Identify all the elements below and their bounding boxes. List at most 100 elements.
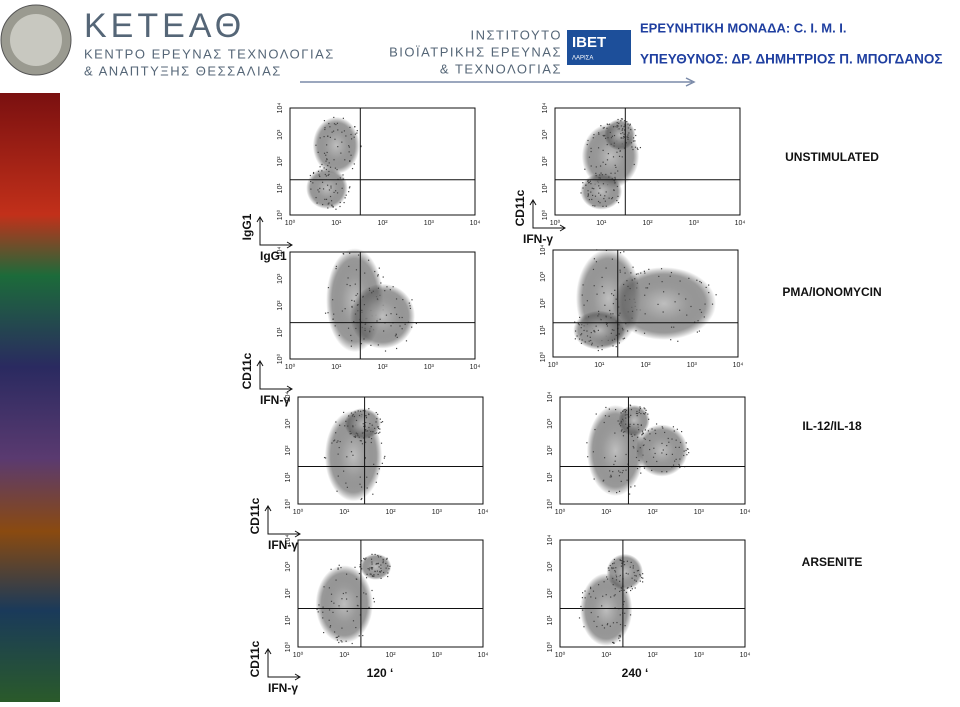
event-dot bbox=[630, 414, 632, 417]
event-dot bbox=[644, 313, 646, 315]
event-dot bbox=[361, 568, 363, 570]
event-dot bbox=[584, 168, 586, 170]
event-dot bbox=[624, 414, 626, 416]
event-dot bbox=[370, 326, 372, 328]
event-dot bbox=[408, 302, 410, 304]
event-dot bbox=[630, 561, 632, 564]
condition-label: IL-12/IL-18 bbox=[802, 419, 862, 433]
event-dot bbox=[635, 273, 638, 275]
event-dot bbox=[700, 311, 703, 313]
event-dot bbox=[641, 430, 643, 432]
event-dot bbox=[355, 294, 357, 297]
x-tick-label: 10³ bbox=[694, 652, 705, 659]
event-dot bbox=[644, 294, 646, 296]
y-tick-label: 10³ bbox=[285, 418, 292, 429]
event-dot bbox=[377, 287, 380, 289]
event-dot bbox=[324, 127, 326, 129]
y-tick-label: 10⁴ bbox=[285, 392, 292, 403]
time-label: 120 ‘ bbox=[367, 666, 394, 680]
event-dot bbox=[325, 175, 327, 177]
event-dot bbox=[337, 567, 339, 569]
event-dot bbox=[337, 475, 339, 477]
event-dot bbox=[633, 163, 635, 166]
event-dot bbox=[634, 485, 636, 487]
event-dot bbox=[342, 470, 345, 472]
event-dot bbox=[629, 124, 631, 126]
event-dot bbox=[375, 411, 377, 414]
event-dot bbox=[616, 491, 618, 494]
event-dot bbox=[700, 282, 702, 284]
event-dot bbox=[662, 311, 664, 313]
event-dot bbox=[645, 409, 647, 411]
ibet-text: IBET bbox=[572, 34, 606, 51]
event-dot bbox=[599, 194, 602, 196]
event-dot bbox=[656, 460, 658, 463]
event-dot bbox=[328, 189, 331, 191]
event-dot bbox=[348, 146, 350, 148]
event-dot bbox=[368, 606, 370, 608]
event-dot bbox=[335, 421, 337, 423]
event-dot bbox=[593, 188, 595, 190]
event-dot bbox=[595, 172, 597, 174]
event-dot bbox=[626, 414, 628, 416]
event-dot bbox=[617, 118, 619, 121]
event-dot bbox=[338, 641, 340, 644]
event-dot bbox=[387, 565, 389, 567]
event-dot bbox=[384, 350, 387, 352]
event-dot bbox=[611, 329, 613, 331]
event-dot bbox=[622, 132, 624, 134]
event-dot bbox=[378, 468, 380, 470]
event-dot bbox=[612, 126, 615, 128]
event-dot bbox=[372, 431, 374, 433]
density-cloud bbox=[312, 116, 360, 175]
event-dot bbox=[613, 463, 615, 466]
event-dot bbox=[332, 611, 334, 614]
event-dot bbox=[399, 325, 401, 327]
event-dot bbox=[608, 490, 610, 492]
event-dot bbox=[635, 575, 637, 577]
y-tick-label: 10¹ bbox=[285, 615, 292, 626]
event-dot bbox=[580, 334, 582, 336]
x-axis-label: IgG1 bbox=[260, 249, 287, 263]
event-dot bbox=[415, 322, 417, 325]
event-dot bbox=[613, 641, 615, 644]
event-dot bbox=[626, 330, 629, 332]
event-dot bbox=[317, 189, 319, 191]
event-dot bbox=[590, 191, 592, 193]
event-dot bbox=[355, 432, 357, 434]
event-dot bbox=[602, 134, 604, 137]
event-dot bbox=[376, 570, 378, 572]
event-dot bbox=[608, 569, 610, 571]
event-dot bbox=[605, 406, 607, 409]
event-dot bbox=[618, 490, 621, 492]
event-dot bbox=[377, 556, 380, 558]
event-dot bbox=[367, 259, 370, 261]
event-dot bbox=[376, 432, 378, 434]
x-tick-label: 10³ bbox=[424, 220, 435, 227]
event-dot bbox=[610, 317, 612, 319]
event-dot bbox=[341, 627, 343, 629]
event-dot bbox=[324, 312, 327, 314]
plot-frame bbox=[297, 539, 484, 648]
event-dot bbox=[623, 135, 625, 138]
event-dot bbox=[610, 137, 613, 139]
event-dot bbox=[592, 204, 594, 207]
event-dot bbox=[587, 139, 589, 142]
event-dot bbox=[316, 608, 318, 610]
event-dot bbox=[589, 180, 591, 182]
event-dot bbox=[592, 268, 595, 271]
axis-arrow bbox=[264, 648, 301, 681]
event-dot bbox=[621, 118, 624, 120]
event-dot bbox=[673, 326, 675, 328]
event-dot bbox=[362, 634, 364, 637]
y-tick-label: 10² bbox=[285, 588, 292, 599]
event-dot bbox=[623, 133, 625, 135]
event-dot bbox=[619, 559, 621, 561]
event-dot bbox=[615, 576, 618, 578]
event-dot bbox=[686, 314, 688, 316]
density-cloud bbox=[360, 553, 392, 580]
event-dot bbox=[606, 578, 609, 580]
header-arrow bbox=[685, 77, 696, 87]
event-dot bbox=[327, 203, 329, 205]
event-dot bbox=[348, 145, 350, 147]
